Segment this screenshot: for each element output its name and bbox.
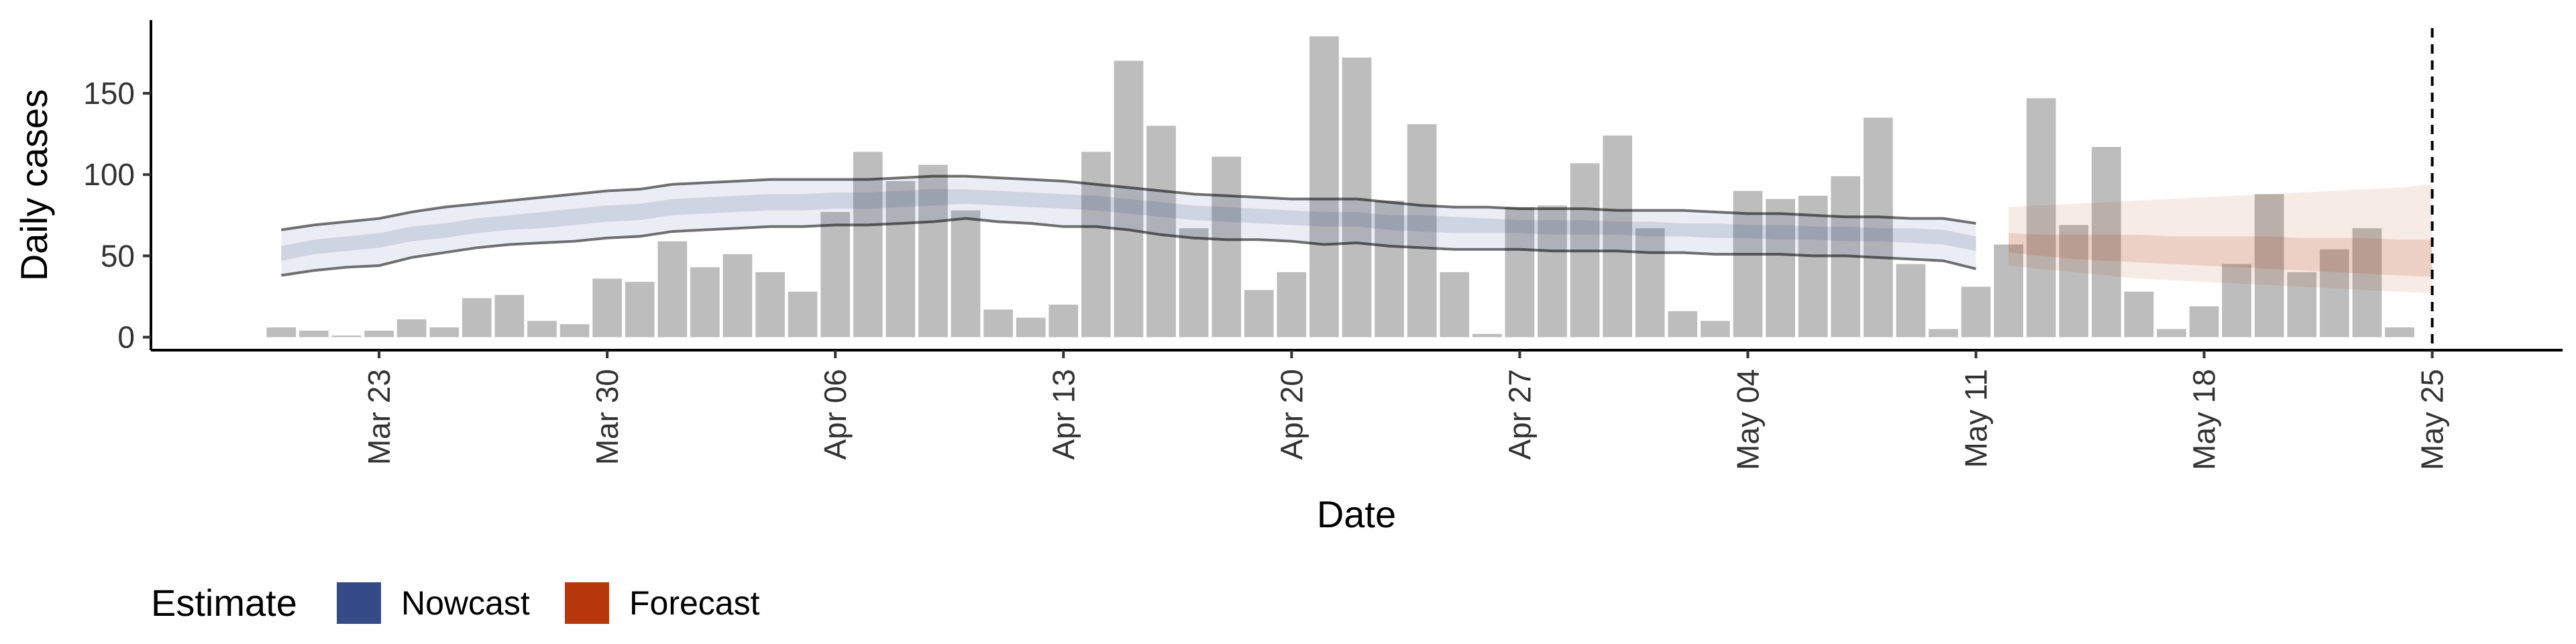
y-tick-label: 150 bbox=[83, 76, 135, 111]
case-bar bbox=[2385, 327, 2414, 337]
case-bar bbox=[951, 210, 981, 337]
x-tick-label: May 25 bbox=[2415, 369, 2450, 470]
x-tick-label: Apr 27 bbox=[1502, 369, 1537, 460]
x-axis-title: Date bbox=[1317, 493, 1396, 535]
case-bar bbox=[331, 335, 362, 337]
legend-swatch-forecast bbox=[565, 582, 609, 624]
case-bar bbox=[722, 254, 753, 337]
case-bar bbox=[1766, 199, 1795, 337]
case-bar bbox=[1016, 317, 1046, 337]
case-bar bbox=[788, 291, 818, 337]
case-bar bbox=[918, 164, 948, 337]
case-bar bbox=[1179, 228, 1209, 337]
legend-label-forecast: Forecast bbox=[629, 584, 760, 622]
case-bar bbox=[1407, 124, 1437, 337]
x-tick-label: Mar 23 bbox=[362, 369, 396, 465]
forecast-band-50 bbox=[2008, 233, 2432, 277]
case-bar bbox=[462, 298, 492, 337]
x-tick-label: Mar 30 bbox=[590, 369, 625, 465]
case-bar bbox=[853, 152, 883, 337]
case-bar bbox=[1994, 244, 2023, 337]
case-bar bbox=[2157, 329, 2186, 337]
case-bar bbox=[1342, 57, 1372, 337]
y-tick-label: 100 bbox=[83, 157, 135, 192]
case-bar bbox=[820, 211, 851, 337]
case-bar bbox=[2092, 147, 2121, 337]
case-bar bbox=[1505, 207, 1535, 337]
case-bar bbox=[266, 327, 297, 337]
forecast-band-90 bbox=[2008, 184, 2432, 294]
y-tick-label: 50 bbox=[101, 238, 135, 273]
case-bar bbox=[1440, 272, 1470, 337]
x-tick-label: May 11 bbox=[1959, 369, 1994, 468]
case-bars bbox=[266, 36, 2414, 337]
case-bar bbox=[1212, 156, 1242, 337]
case-bar bbox=[527, 321, 557, 337]
case-bar bbox=[1896, 264, 1926, 337]
x-tick-label: Apr 20 bbox=[1274, 369, 1309, 460]
case-bar bbox=[1668, 311, 1698, 337]
case-bar bbox=[2059, 225, 2089, 337]
y-axis-ticks: 0 50 100 150 bbox=[83, 76, 151, 355]
x-tick-label: Apr 13 bbox=[1046, 369, 1081, 460]
case-bar bbox=[2124, 291, 2154, 337]
case-bar bbox=[755, 272, 785, 337]
case-bar bbox=[1538, 205, 1567, 337]
case-bar bbox=[1146, 125, 1176, 337]
x-tick-label: May 04 bbox=[1730, 369, 1765, 470]
case-bar bbox=[885, 180, 916, 337]
case-bar bbox=[983, 309, 1013, 337]
case-bar bbox=[299, 330, 329, 337]
case-bar bbox=[2254, 194, 2284, 337]
case-bar bbox=[1635, 228, 1665, 337]
case-bar bbox=[1049, 305, 1079, 337]
case-bar bbox=[2189, 306, 2219, 337]
case-bar bbox=[2287, 272, 2317, 337]
case-bar bbox=[1603, 136, 1633, 337]
case-bar bbox=[2222, 264, 2252, 337]
nowcast-lower-line bbox=[281, 217, 1977, 277]
case-bar bbox=[1733, 191, 1763, 337]
case-bar bbox=[1929, 329, 1958, 337]
case-bar bbox=[1701, 321, 1730, 337]
case-bar bbox=[2026, 98, 2056, 337]
case-bar bbox=[2352, 228, 2382, 337]
legend-title: Estimate bbox=[151, 582, 297, 624]
case-bar bbox=[1309, 36, 1339, 337]
estimate-lines bbox=[281, 174, 1977, 277]
case-bar bbox=[1277, 272, 1307, 337]
nowcast-band-50 bbox=[281, 189, 1976, 261]
case-bar bbox=[1081, 152, 1111, 337]
case-bar bbox=[657, 241, 688, 337]
case-bar bbox=[2320, 249, 2349, 337]
case-bar bbox=[690, 267, 720, 337]
case-bar bbox=[1114, 60, 1144, 337]
nowcast-upper-line bbox=[281, 174, 1976, 231]
case-bar bbox=[494, 294, 525, 337]
legend-swatch-nowcast bbox=[337, 582, 381, 624]
y-axis-title: Daily cases bbox=[13, 89, 55, 281]
case-bar bbox=[1244, 290, 1274, 337]
case-bar bbox=[1863, 117, 1893, 337]
y-tick-label: 0 bbox=[117, 320, 135, 355]
case-bar bbox=[559, 324, 590, 337]
x-axis-ticks: Mar 23 Mar 30 Apr 06 Apr 13 Apr 20 Apr 27 May … bbox=[362, 350, 2450, 470]
case-bar bbox=[1375, 201, 1404, 337]
case-bar bbox=[429, 327, 460, 337]
case-bar bbox=[1472, 333, 1502, 337]
case-bar bbox=[625, 282, 655, 337]
case-bar bbox=[1798, 195, 1828, 337]
x-tick-label: May 18 bbox=[2187, 369, 2222, 470]
legend-label-nowcast: Nowcast bbox=[401, 584, 530, 622]
case-bar bbox=[592, 278, 622, 337]
x-tick-label: Apr 06 bbox=[818, 369, 853, 460]
case-bar bbox=[1961, 286, 1991, 337]
legend: Estimate Nowcast Forecast bbox=[151, 582, 760, 624]
case-bar bbox=[396, 319, 427, 337]
case-bar bbox=[364, 330, 394, 337]
